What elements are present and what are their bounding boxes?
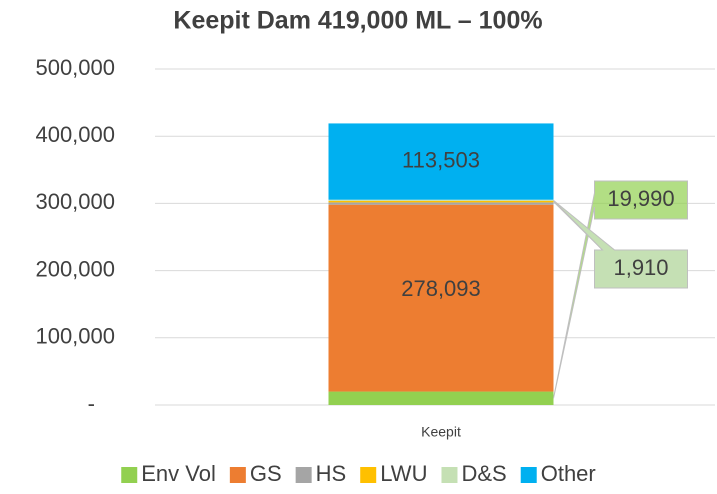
legend-swatch xyxy=(360,467,377,483)
chart-title: Keepit Dam 419,000 ML – 100% xyxy=(173,7,542,35)
y-tick-label: 200,000 xyxy=(35,256,115,281)
bar-segment xyxy=(328,123,554,200)
bar-segment xyxy=(328,204,554,392)
legend-swatch xyxy=(295,467,312,483)
y-tick-label: 500,000 xyxy=(35,55,115,80)
legend-label: LWU xyxy=(380,461,427,486)
legend-swatch xyxy=(121,467,138,483)
y-tick-label: - xyxy=(88,391,95,416)
y-tick-label: 400,000 xyxy=(35,122,115,147)
legend-swatch xyxy=(441,467,458,483)
data-label: 278,093 xyxy=(401,276,481,301)
callout-box xyxy=(553,180,688,399)
legend-label: GS xyxy=(250,461,282,486)
data-label: 113,503 xyxy=(402,147,480,172)
y-tick-label: 100,000 xyxy=(35,324,115,349)
bar-segment xyxy=(328,199,554,201)
bar-segment xyxy=(328,202,554,205)
legend-label: Env Vol xyxy=(141,461,216,486)
x-tick-label: Keepit xyxy=(421,424,461,440)
data-label: 19,990 xyxy=(607,186,674,211)
callout-box xyxy=(553,199,688,289)
legend-label: HS xyxy=(316,461,347,486)
legend-label: Other xyxy=(541,461,596,486)
legend-swatch xyxy=(229,467,246,483)
data-label: 1,910 xyxy=(613,255,668,280)
legend-label: D&S xyxy=(461,461,506,486)
bar-segment xyxy=(328,391,554,405)
legend-swatch xyxy=(520,467,537,483)
bar-segment xyxy=(328,200,554,203)
y-tick-label: 300,000 xyxy=(35,189,115,214)
